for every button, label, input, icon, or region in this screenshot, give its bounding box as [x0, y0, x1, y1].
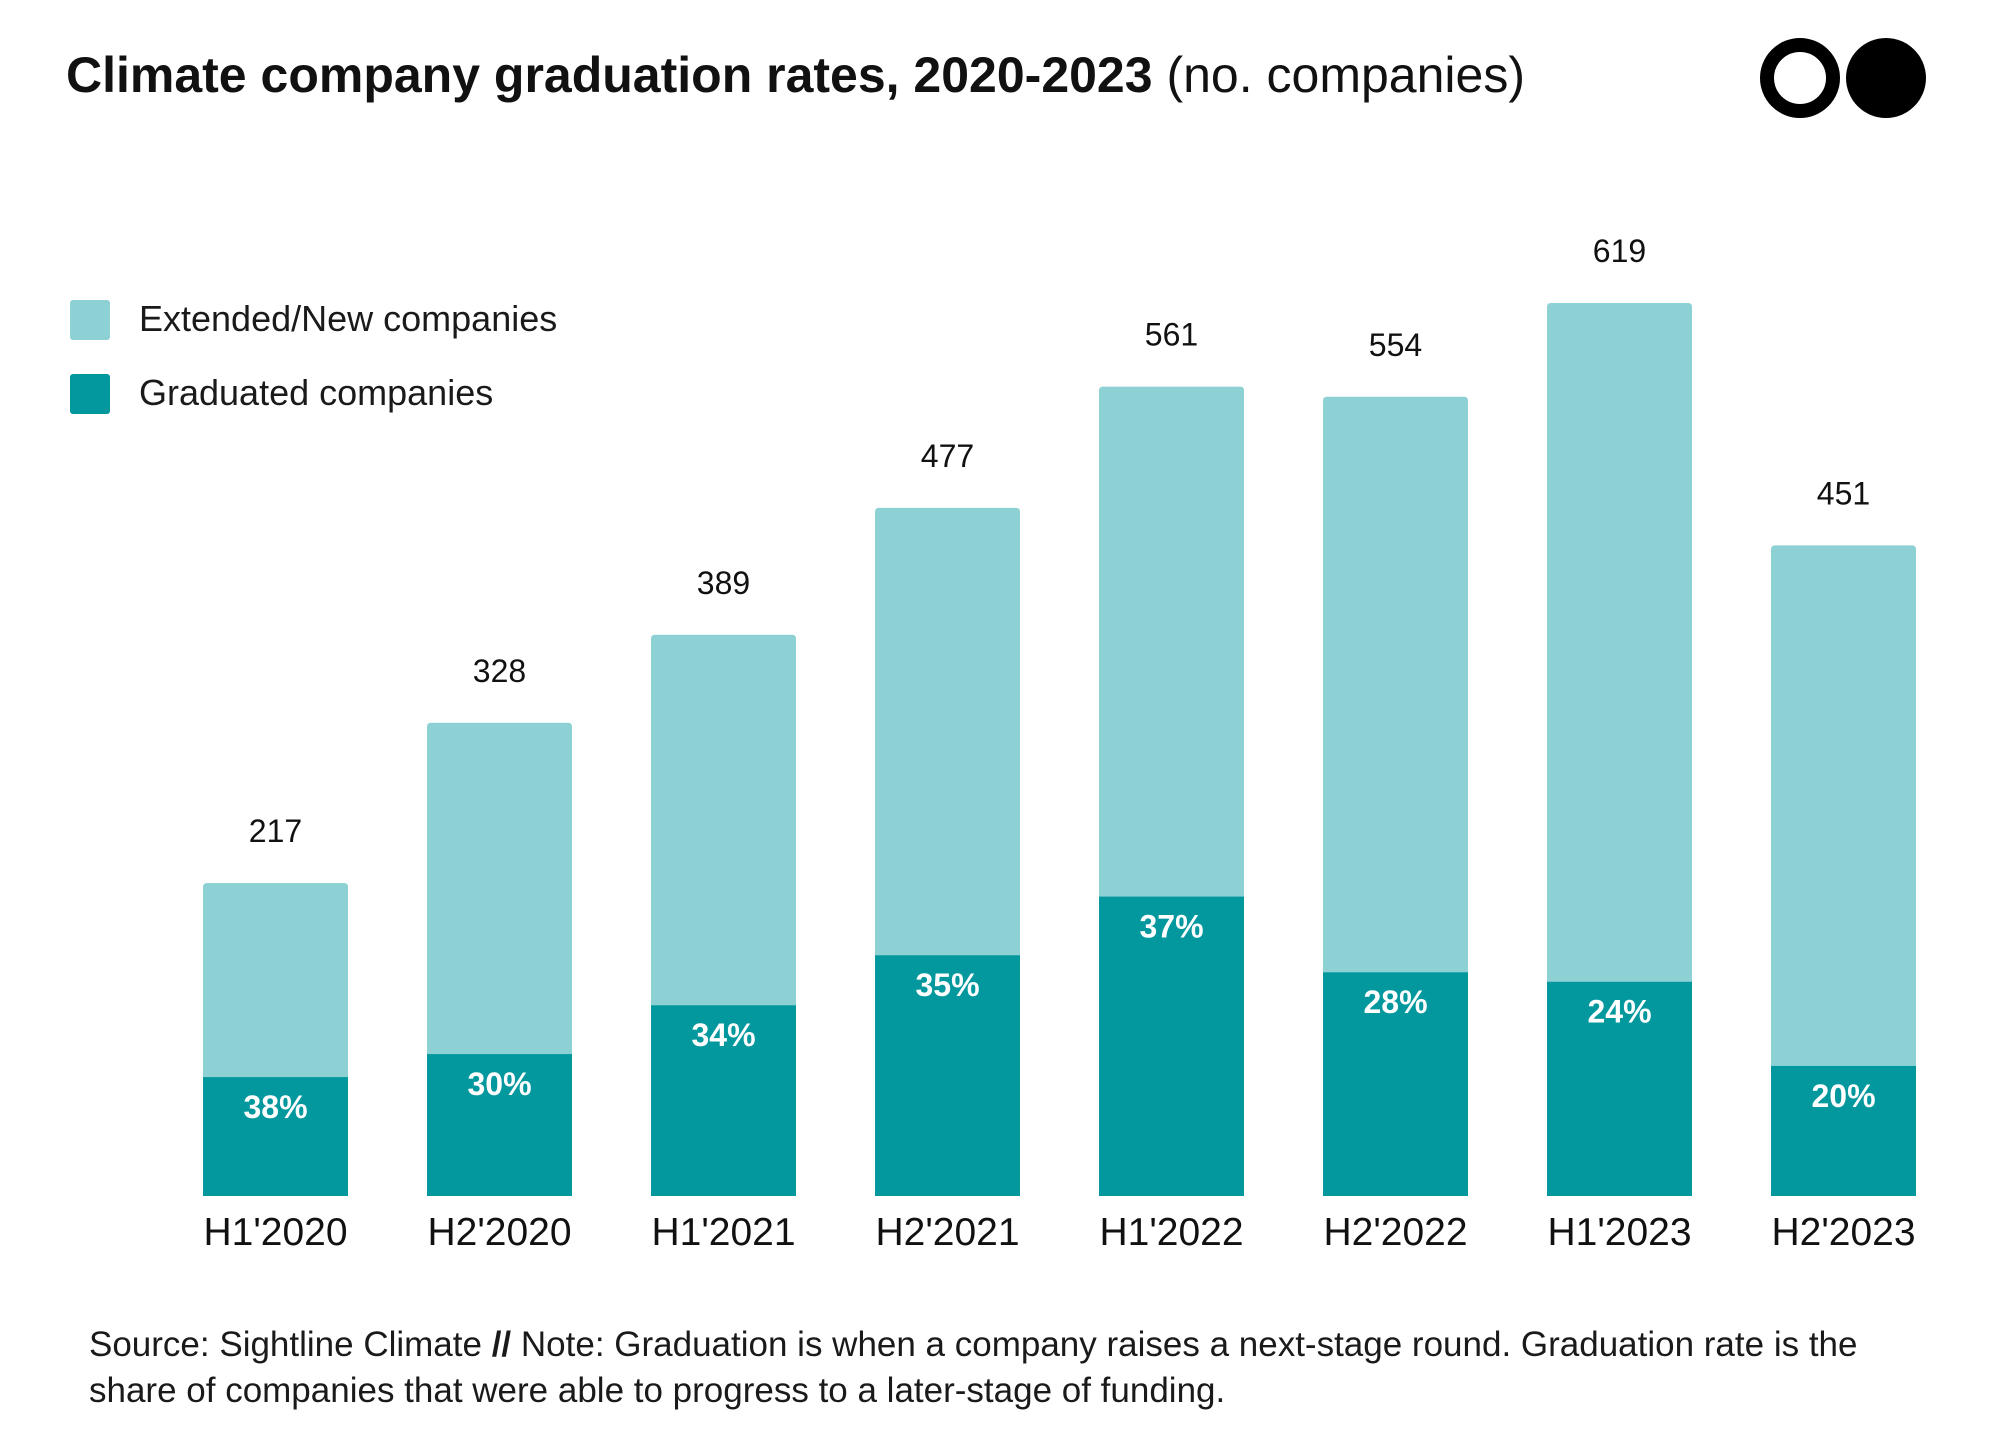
total-label: 451 — [1817, 475, 1870, 511]
x-tick-label: H1'2020 — [203, 1211, 347, 1254]
bar-graduated — [203, 1077, 348, 1196]
bar-extended — [1099, 386, 1244, 897]
rate-label: 38% — [243, 1089, 307, 1125]
rate-label: 35% — [915, 967, 979, 1003]
bar-extended — [203, 882, 348, 1078]
x-tick-label: H2'2021 — [875, 1211, 1019, 1254]
bar-graduated — [1099, 896, 1244, 1196]
total-label: 217 — [249, 813, 302, 849]
bar-extended — [1547, 303, 1692, 982]
bar-extended — [427, 722, 572, 1055]
x-tick-label: H2'2023 — [1771, 1211, 1915, 1254]
bar-extended — [1771, 545, 1916, 1066]
sightline-logo-icon — [1760, 38, 1935, 118]
total-label: 561 — [1145, 317, 1198, 353]
bar-extended — [651, 634, 796, 1006]
rate-label: 28% — [1363, 984, 1427, 1020]
chart-title: Climate company graduation rates, 2020-2… — [66, 42, 1525, 108]
bar-graduated — [1323, 972, 1468, 1196]
bar-graduated — [427, 1054, 572, 1196]
legend-label-graduated: Graduated companies — [139, 372, 494, 413]
legend-label-extended: Extended/New companies — [139, 298, 558, 339]
bar-graduated — [875, 955, 1020, 1196]
footer-separator: // — [491, 1325, 512, 1364]
footer-note: Source: Sightline Climate // Note: Gradu… — [89, 1322, 1949, 1414]
footer-source: Source: Sightline Climate — [89, 1325, 482, 1364]
rate-label: 30% — [467, 1066, 531, 1102]
x-tick-label: H2'2022 — [1323, 1211, 1467, 1254]
total-label: 328 — [473, 653, 526, 689]
total-label: 619 — [1593, 233, 1646, 269]
rate-label: 37% — [1139, 909, 1203, 945]
legend-swatch-extended — [70, 300, 110, 340]
title-unit: (no. companies) — [1166, 47, 1525, 103]
x-tick-label: H1'2022 — [1099, 1211, 1243, 1254]
total-label: 477 — [921, 438, 974, 474]
bar-graduated — [651, 1005, 796, 1196]
legend-swatch-graduated — [70, 374, 110, 414]
total-label: 389 — [697, 565, 750, 601]
rate-label: 24% — [1587, 994, 1651, 1030]
footer-note-text: Note: Graduation is when a company raise… — [89, 1325, 1858, 1410]
bar-extended — [1323, 396, 1468, 973]
rate-label: 20% — [1811, 1078, 1875, 1114]
x-tick-label: H2'2020 — [427, 1211, 571, 1254]
total-label: 554 — [1369, 327, 1422, 363]
bar-extended — [875, 507, 1020, 956]
logo-dot-icon — [1846, 38, 1926, 118]
title-main: Climate company graduation rates, 2020-2… — [66, 47, 1153, 103]
rate-label: 34% — [691, 1017, 755, 1053]
bar-graduated — [1771, 1065, 1916, 1196]
x-tick-label: H1'2021 — [651, 1211, 795, 1254]
x-tick-label: H1'2023 — [1547, 1211, 1691, 1254]
bar-graduated — [1547, 981, 1692, 1196]
